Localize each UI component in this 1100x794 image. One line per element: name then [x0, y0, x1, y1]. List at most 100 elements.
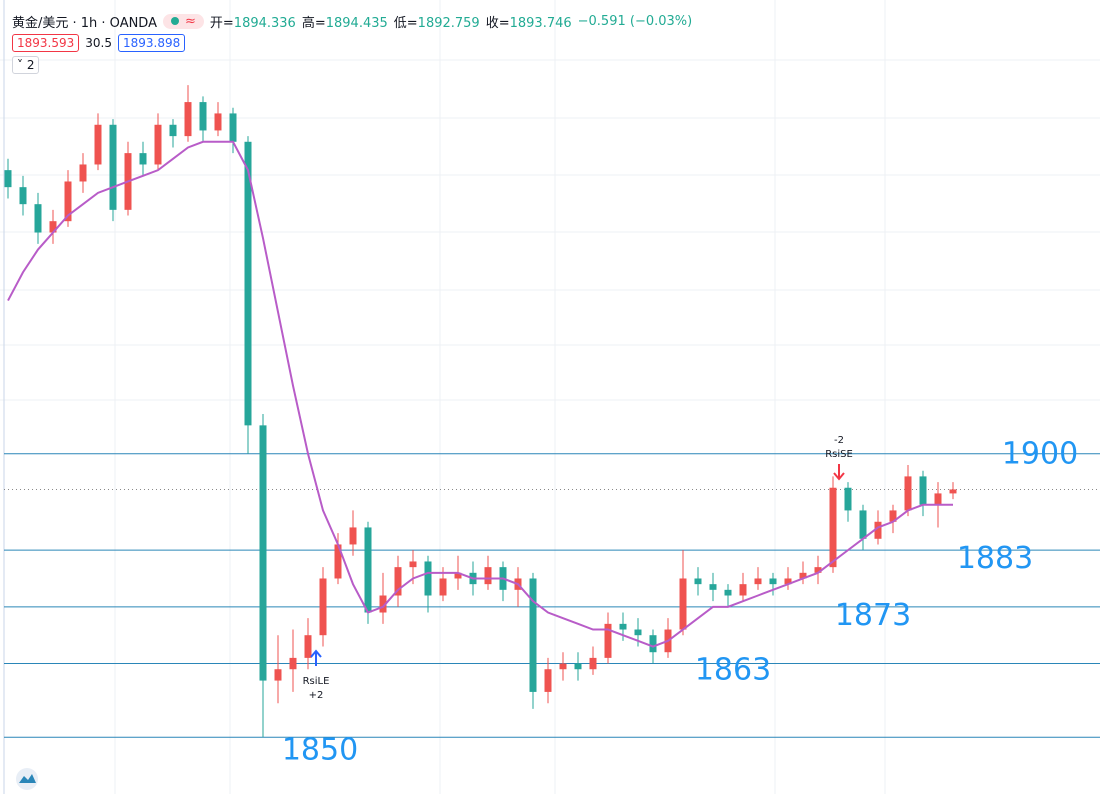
ohlc-value: 1893.746 — [509, 15, 572, 31]
candle-body — [79, 164, 87, 182]
candle-body — [784, 578, 792, 585]
candle-body — [94, 124, 102, 165]
candle-body — [634, 629, 642, 636]
candle-body — [184, 102, 192, 137]
buy-arrow — [310, 649, 322, 666]
header: 黄金/美元 · 1h · OANDA ≈ 开=1894.336 高=1894.43… — [12, 10, 692, 76]
candle-body — [739, 584, 747, 596]
candle-body — [289, 657, 297, 670]
ohlc-key: 收= — [485, 15, 510, 31]
candle-body — [754, 578, 762, 585]
candle-body — [229, 113, 237, 142]
candle-body — [334, 544, 342, 579]
spread: 30.5 — [85, 36, 112, 50]
candle-body — [904, 476, 912, 511]
candle-body — [799, 572, 807, 579]
candle-body — [199, 102, 207, 131]
candle-body — [949, 489, 957, 494]
ohlc-key: 高= — [301, 15, 326, 31]
candle-body — [529, 578, 537, 692]
candle-body — [139, 153, 147, 165]
candle-body — [844, 487, 852, 511]
ohlc-item: 收=1893.746 — [486, 12, 572, 31]
candle-body — [604, 623, 612, 658]
candle-body — [304, 635, 312, 658]
candle-body — [424, 561, 432, 596]
candle-body — [379, 595, 387, 613]
buy[interactable]: 1893.898 — [117, 34, 186, 52]
candle-body — [829, 487, 837, 568]
candle-body — [709, 584, 717, 590]
candle-body — [319, 578, 327, 636]
indicator-toggle[interactable]: ˅ 2 — [12, 56, 40, 74]
indicator-count: 2 — [26, 58, 35, 72]
symbol: 黄金/美元 · 1h · OANDA — [12, 15, 157, 31]
candle-body — [934, 493, 942, 505]
sell[interactable]: 1893.593 — [12, 34, 80, 52]
ohlc-key: 低= — [393, 15, 418, 31]
candle-body — [679, 578, 687, 630]
price-row: 1893.593 30.5 1893.898 — [12, 32, 692, 54]
signal-label: +2 — [309, 690, 324, 701]
candle-body — [769, 578, 777, 585]
candle-body — [259, 425, 267, 681]
candle-body — [49, 221, 57, 233]
signal-label: -2 — [834, 435, 844, 446]
level-label: 1873 — [835, 598, 911, 633]
candle-body — [34, 204, 42, 233]
candle-body — [154, 124, 162, 165]
candle-body — [859, 510, 867, 539]
ohlc-item: 高=1894.435 — [302, 12, 388, 31]
level-label: 1850 — [282, 732, 358, 767]
ohlc-item: 开=1894.336 — [210, 12, 296, 31]
candle-body — [589, 657, 597, 670]
candle-body — [574, 663, 582, 670]
signal-label: RsiSE — [825, 449, 853, 460]
level-label: 1900 — [1002, 437, 1078, 472]
candle-body — [409, 561, 417, 568]
ohlc-item: 低=1892.759 — [394, 12, 480, 31]
candle-body — [169, 124, 177, 137]
candle-body — [559, 663, 567, 670]
candle-body — [694, 578, 702, 585]
candle-body — [919, 476, 927, 505]
candle-body — [439, 578, 447, 596]
candle-body — [874, 521, 882, 539]
status[interactable]: ≈ — [162, 13, 204, 29]
candle-body — [544, 669, 552, 692]
ohlc-value: 1894.336 — [233, 15, 296, 31]
candle-body — [274, 669, 282, 681]
badge: ≈ — [184, 13, 196, 29]
candle-body — [649, 635, 657, 653]
ohlc-value: 1892.759 — [417, 15, 480, 31]
candle-body — [4, 170, 12, 188]
candle-body — [244, 141, 252, 426]
candle-body — [109, 124, 117, 210]
logo[interactable] — [16, 768, 38, 790]
candle-body — [889, 510, 897, 522]
ohlc-key: 开= — [209, 15, 234, 31]
candle-body — [19, 187, 27, 205]
candle-body — [214, 113, 222, 131]
indicator-row: ˅ 2 — [12, 54, 692, 76]
candle-body — [724, 589, 732, 596]
candle-body — [619, 623, 627, 630]
candle-body — [454, 572, 462, 579]
candle-body — [814, 567, 822, 573]
change: −0.591 (−0.03%) — [577, 13, 693, 29]
candle-body — [394, 567, 402, 596]
level-label: 1883 — [957, 541, 1033, 576]
sell-arrow — [833, 464, 845, 481]
candle-body — [364, 527, 372, 613]
candle-body — [349, 527, 357, 545]
candle-body — [64, 181, 72, 222]
level-label: 1863 — [695, 653, 771, 688]
candle-body — [484, 567, 492, 585]
ohlc-value: 1894.435 — [325, 15, 388, 31]
signal-label: RsiLE — [303, 676, 330, 687]
ohlc: 开=1894.336 高=1894.435 低=1892.759 收=1893.746 — [210, 12, 572, 31]
moving-average — [7, 140, 953, 648]
